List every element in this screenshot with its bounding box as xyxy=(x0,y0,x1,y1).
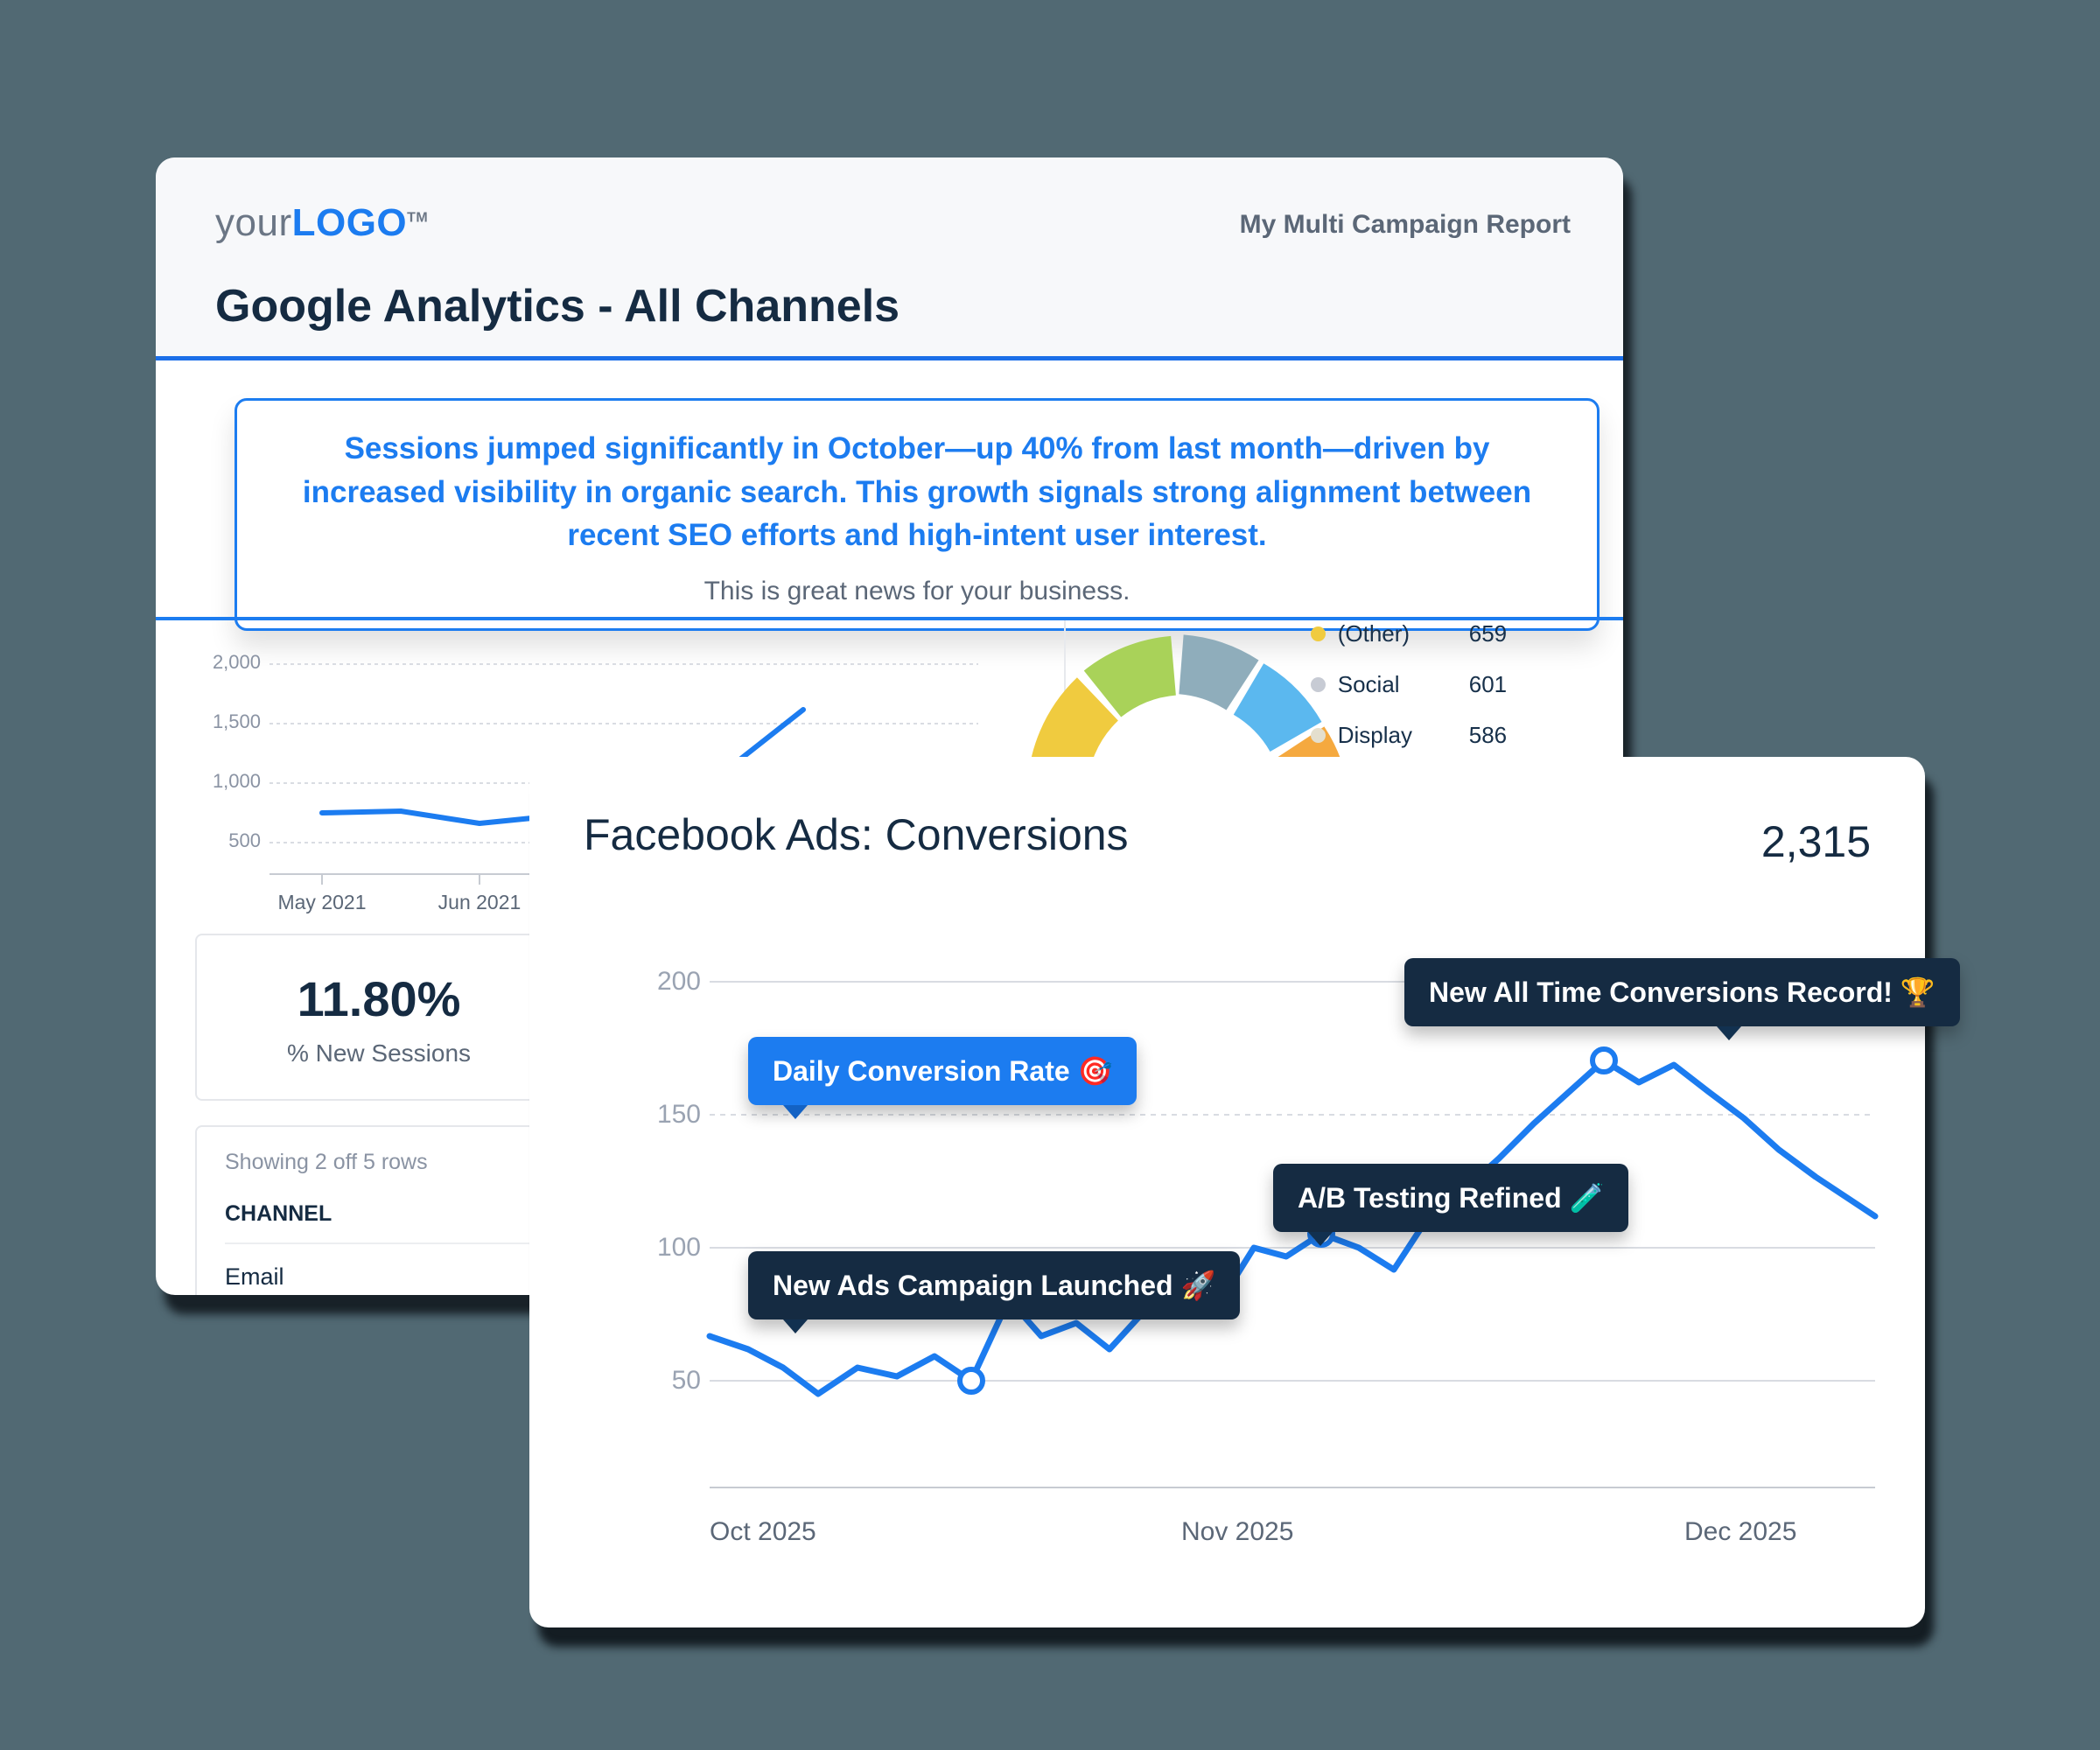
svg-text:200: 200 xyxy=(657,967,701,996)
svg-text:1,000: 1,000 xyxy=(213,770,261,792)
svg-text:150: 150 xyxy=(657,1100,701,1129)
svg-text:Nov 2025: Nov 2025 xyxy=(1181,1517,1293,1546)
svg-text:100: 100 xyxy=(657,1233,701,1262)
svg-text:Oct 2025: Oct 2025 xyxy=(710,1517,816,1546)
svg-text:50: 50 xyxy=(672,1366,701,1395)
svg-text:2,000: 2,000 xyxy=(213,651,261,673)
svg-text:May 2021: May 2021 xyxy=(277,891,366,914)
svg-text:Dec 2025: Dec 2025 xyxy=(1684,1517,1796,1546)
svg-text:1,500: 1,500 xyxy=(213,710,261,732)
svg-text:500: 500 xyxy=(228,830,261,851)
svg-text:Jun 2021: Jun 2021 xyxy=(438,891,522,914)
